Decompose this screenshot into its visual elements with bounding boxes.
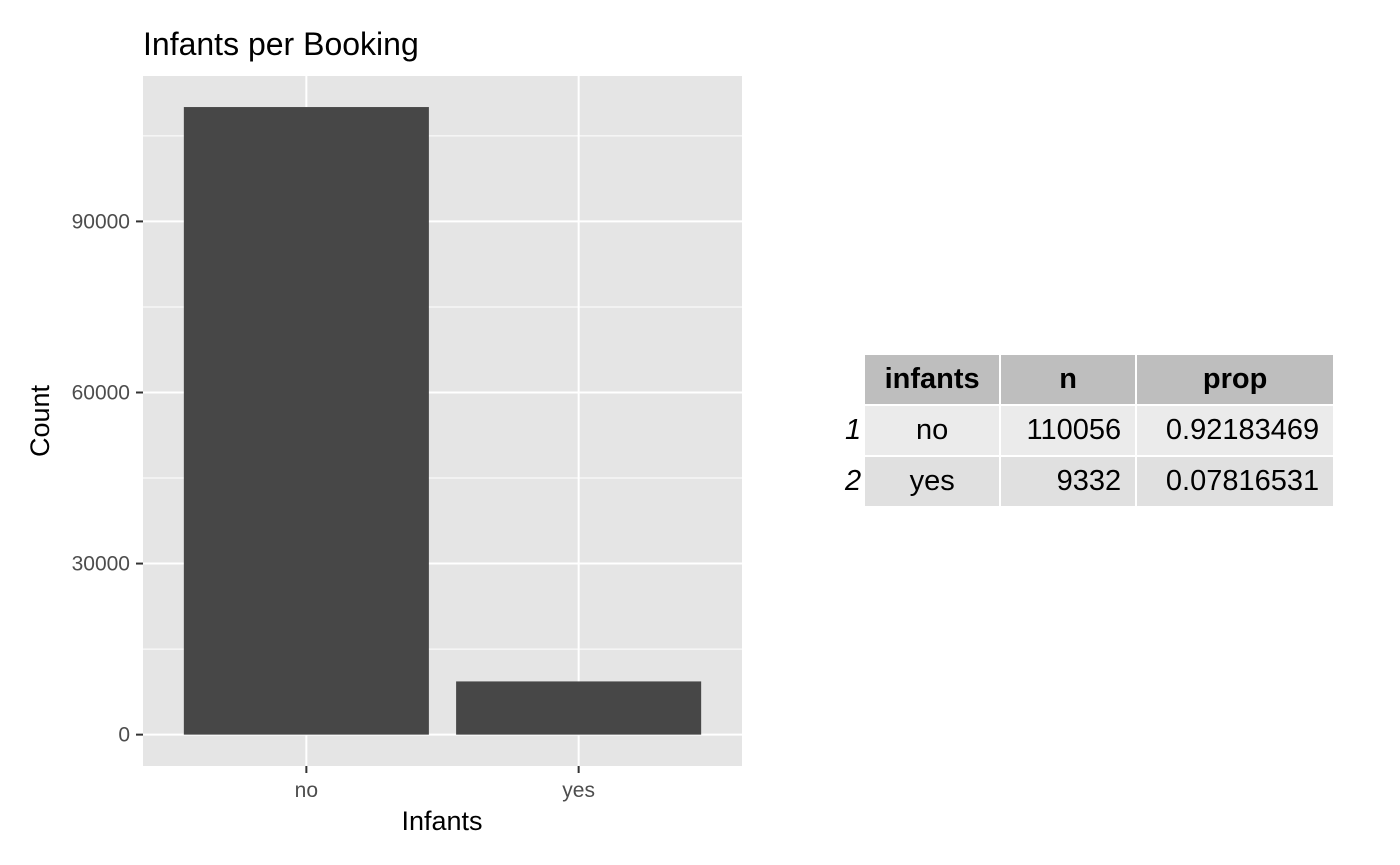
x-tick-label: yes xyxy=(562,779,595,802)
y-tick-label: 0 xyxy=(118,724,130,747)
row-name: 1 xyxy=(845,414,862,446)
table-header-row: infants n prop xyxy=(845,355,1334,404)
x-tick-label: no xyxy=(295,779,318,802)
chart-title: Infants per Booking xyxy=(143,26,419,62)
bar-yes xyxy=(456,681,702,735)
bar-no xyxy=(183,107,429,735)
y-axis: 0 30000 60000 90000 xyxy=(72,210,143,747)
summary-table: infants n prop 1 no 110056 0.92183469 2 … xyxy=(843,353,1335,508)
cell-infants: no xyxy=(865,406,1000,455)
y-tick-label: 60000 xyxy=(72,381,130,404)
column-header-n: n xyxy=(1001,355,1136,404)
column-header-infants: infants xyxy=(865,355,1000,404)
row-name: 2 xyxy=(845,465,862,497)
column-header-prop: prop xyxy=(1137,355,1334,404)
table-row: 1 no 110056 0.92183469 xyxy=(845,406,1334,455)
y-tick-label: 90000 xyxy=(72,210,130,233)
rowname-header xyxy=(845,355,863,404)
cell-prop: 0.92183469 xyxy=(1137,406,1334,455)
cell-prop: 0.07816531 xyxy=(1137,457,1334,506)
cell-n: 9332 xyxy=(1001,457,1136,506)
bars xyxy=(183,107,702,735)
cell-n: 110056 xyxy=(1001,406,1136,455)
table-row: 2 yes 9332 0.07816531 xyxy=(845,457,1334,506)
y-axis-title: Count xyxy=(25,384,55,457)
x-axis: no yes xyxy=(295,766,595,802)
cell-infants: yes xyxy=(865,457,1000,506)
y-tick-label: 30000 xyxy=(72,553,130,576)
x-axis-title: Infants xyxy=(401,806,482,836)
